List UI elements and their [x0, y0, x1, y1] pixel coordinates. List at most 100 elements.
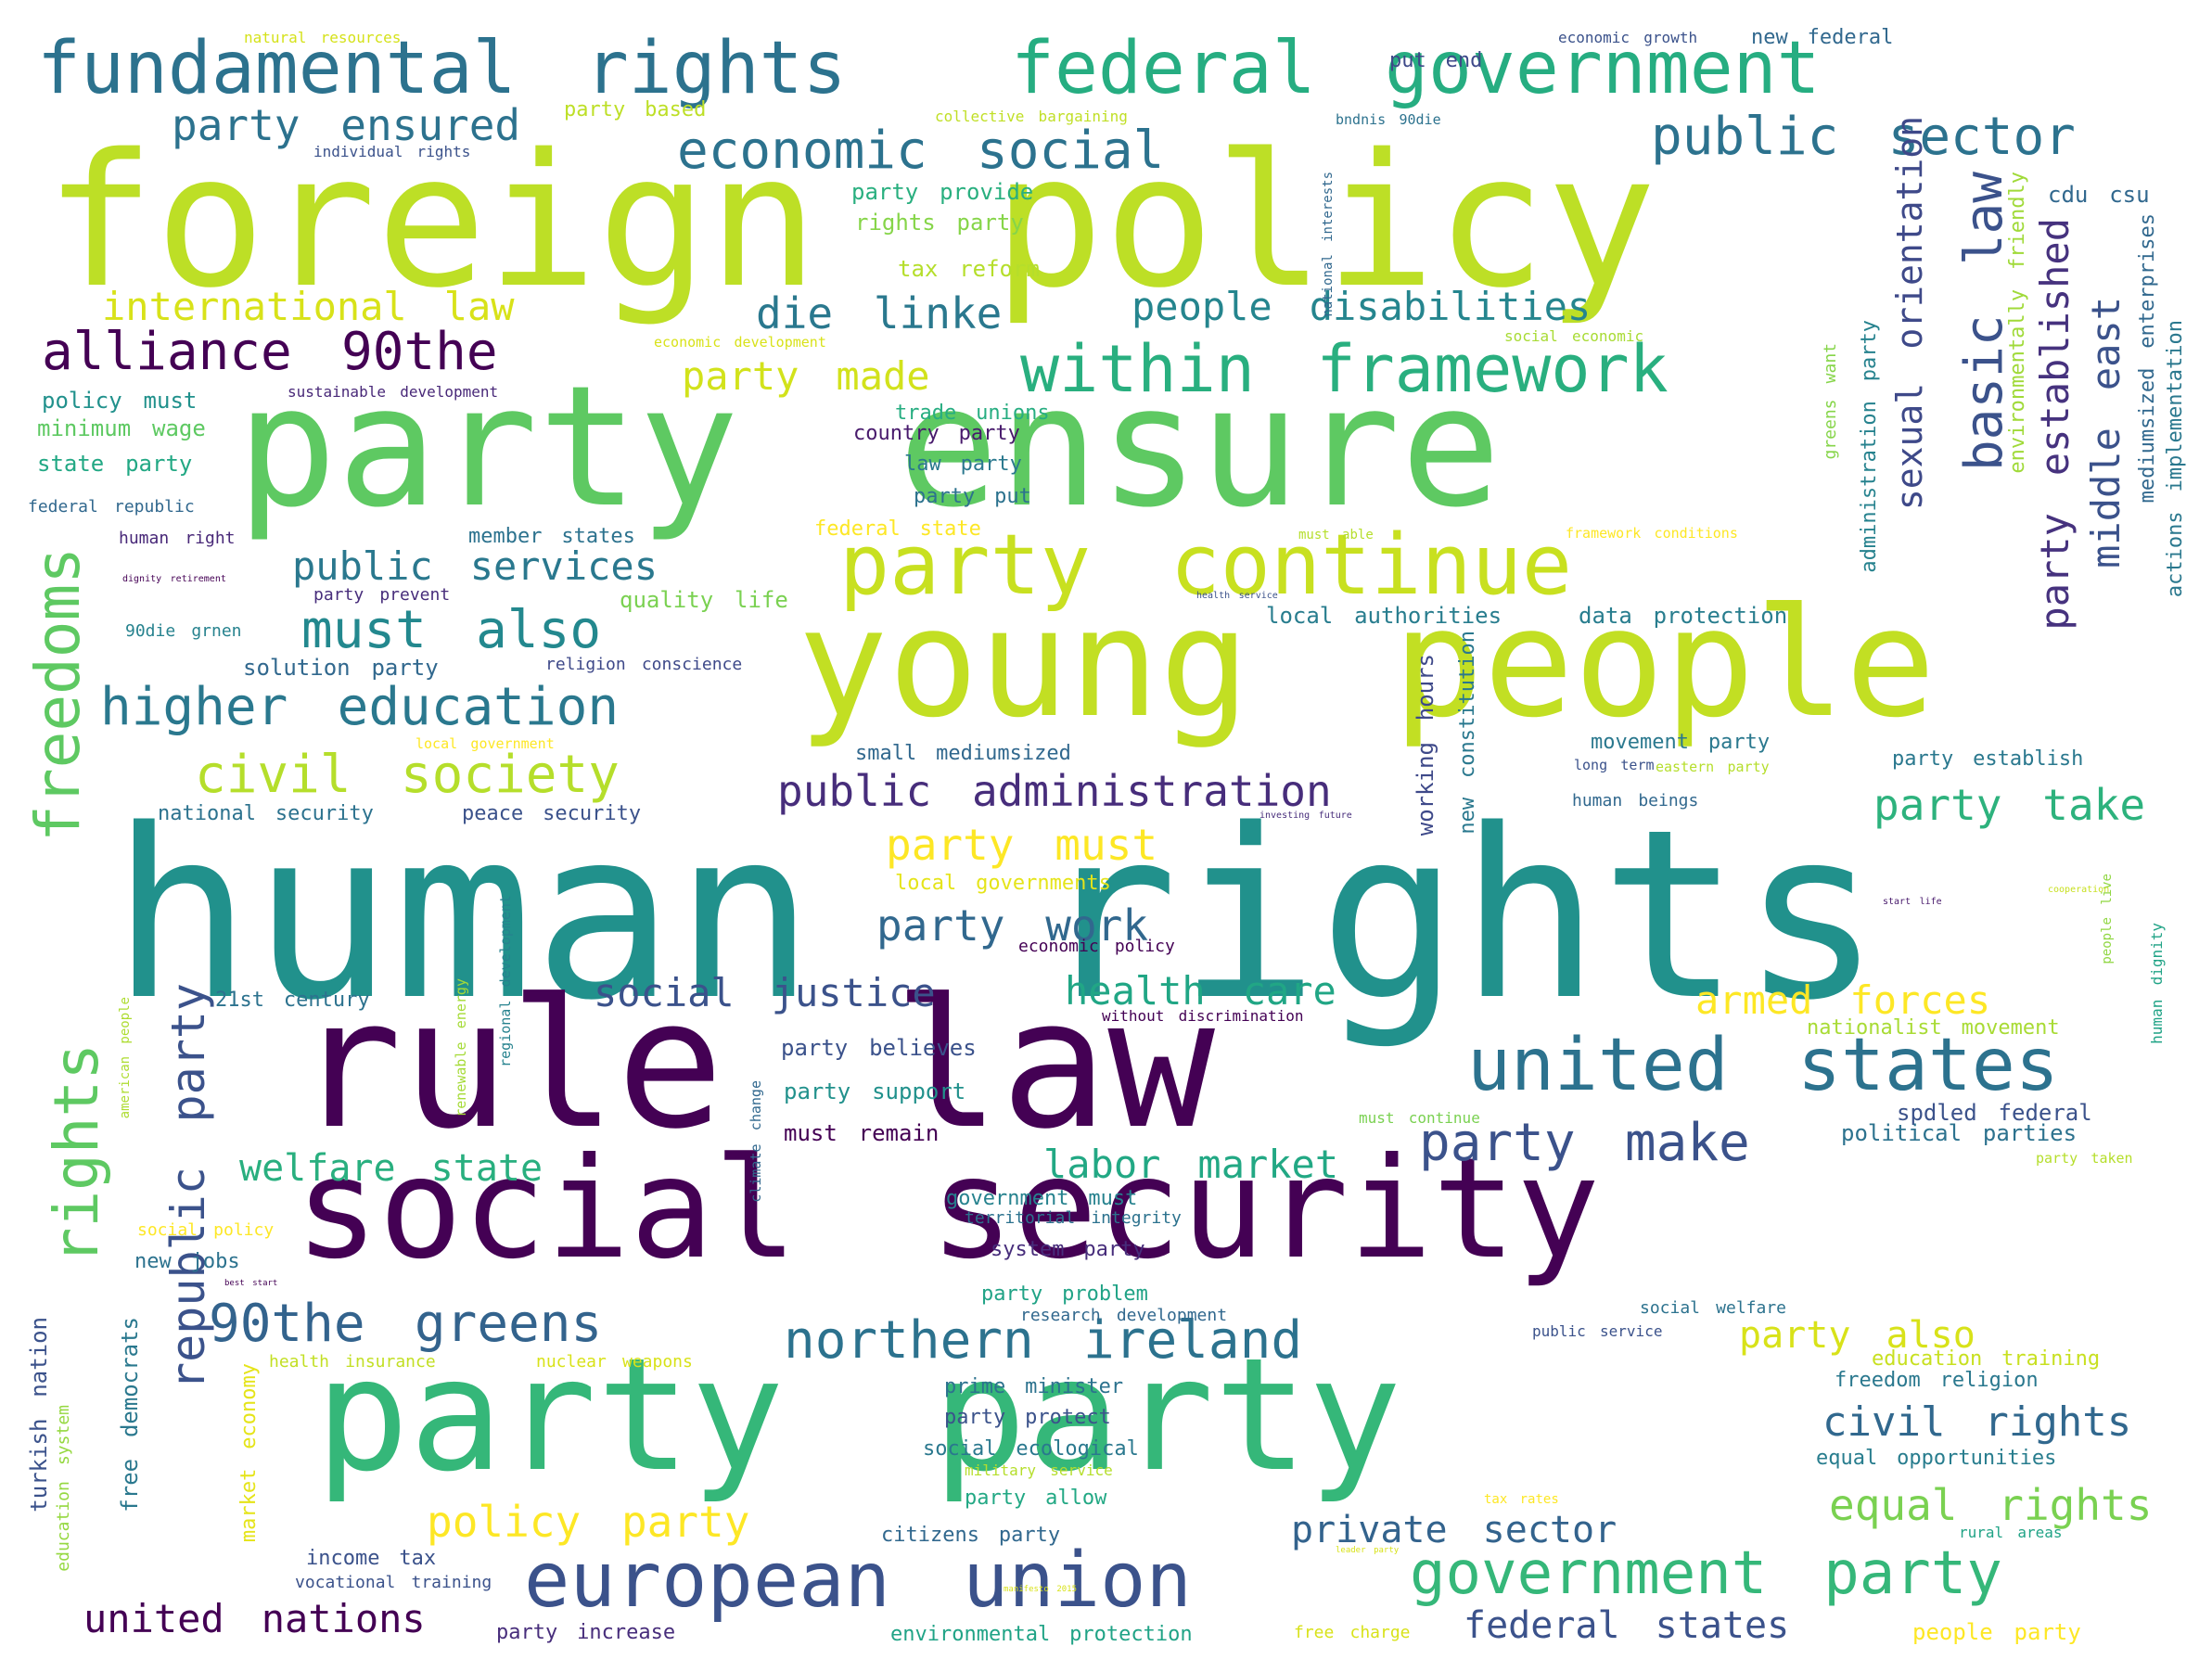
- word: party believes: [781, 1035, 977, 1061]
- word: public sector: [1651, 107, 2076, 167]
- word: law party: [904, 453, 1022, 476]
- word: bndnis 90die: [1336, 111, 1441, 128]
- word: solution party: [243, 655, 439, 681]
- word: freedoms: [22, 547, 94, 842]
- word: social ecological: [923, 1437, 1139, 1461]
- word: new federal: [1751, 26, 1894, 49]
- word: party must: [886, 820, 1158, 870]
- word: must also: [301, 600, 602, 660]
- word: national interests: [1321, 172, 1336, 317]
- word: 21st century: [215, 989, 370, 1012]
- word: vocational training: [295, 1573, 492, 1592]
- word: trade unions: [895, 402, 1050, 425]
- word: investing future: [1259, 810, 1352, 821]
- word: territorial integrity: [965, 1208, 1182, 1228]
- word: within framework: [1020, 331, 1669, 407]
- word: individual rights: [313, 143, 471, 160]
- word: party provide: [851, 179, 1034, 205]
- word: new constitution: [1456, 631, 1479, 835]
- word: people disabilities: [1132, 284, 1592, 329]
- word: cdu csu: [2048, 182, 2150, 208]
- word: political parties: [1841, 1120, 2078, 1146]
- word: 90die grnen: [125, 621, 242, 641]
- word: without discrimination: [1102, 1007, 1304, 1025]
- word: turkish nation: [26, 1317, 52, 1512]
- word: welfare state: [239, 1147, 543, 1190]
- word: movement party: [1591, 731, 1771, 754]
- word: social welfare: [1640, 1298, 1787, 1318]
- word: united nations: [83, 1596, 426, 1641]
- word: military service: [965, 1461, 1113, 1479]
- word: rights: [41, 1043, 112, 1265]
- word: spdled federal: [1897, 1100, 2092, 1126]
- word: member states: [468, 525, 635, 548]
- word: northern ireland: [784, 1310, 1303, 1371]
- word: dignity retirement: [122, 574, 226, 584]
- word: start life: [1883, 897, 1942, 907]
- word: 90the greens: [209, 1294, 603, 1354]
- word: party protect: [944, 1406, 1111, 1429]
- word: party party: [315, 1324, 1402, 1506]
- word: middle east: [2083, 297, 2129, 568]
- word: economic growth: [1558, 29, 1698, 46]
- word: citizens party: [881, 1524, 1061, 1547]
- word: rule law: [295, 962, 1215, 1168]
- word: human rights: [111, 780, 1882, 1052]
- word: party ensure: [237, 351, 1502, 544]
- word: die linke: [756, 288, 1003, 338]
- word: economic policy: [1018, 937, 1175, 956]
- word: human dignity: [2148, 923, 2166, 1044]
- word: private sector: [1291, 1509, 1617, 1551]
- word: party allow: [965, 1487, 1107, 1510]
- word: peace security: [462, 802, 642, 825]
- word: religion conscience: [545, 655, 743, 674]
- word: must remain: [784, 1120, 940, 1146]
- word: economic social: [677, 121, 1165, 181]
- word: economic development: [654, 334, 826, 351]
- word: market economy: [237, 1363, 261, 1543]
- word: republic party: [161, 983, 215, 1390]
- word: social economic: [1504, 327, 1644, 345]
- word: education system: [54, 1405, 73, 1572]
- word: data protection: [1579, 603, 1788, 629]
- word: foreign policy: [45, 114, 1657, 328]
- word: regional development: [497, 895, 514, 1067]
- word: fundamental rights: [37, 27, 847, 110]
- word: must able: [1298, 528, 1374, 542]
- word: freedom religion: [1835, 1369, 2039, 1392]
- word: sustainable development: [288, 383, 499, 401]
- word: party continue: [839, 517, 1573, 614]
- word: must continue: [1359, 1109, 1480, 1127]
- word: climate change: [748, 1080, 764, 1203]
- word: sexual orientation: [1889, 116, 1930, 511]
- word: public service: [1532, 1322, 1663, 1340]
- word: civil society: [195, 745, 620, 805]
- word: party establish: [1892, 747, 2084, 771]
- word: environmental protection: [890, 1623, 1193, 1646]
- word: basic law: [1954, 172, 2014, 472]
- word: young people: [798, 577, 1937, 751]
- word: framework conditions: [1566, 525, 1738, 542]
- word: nuclear weapons: [536, 1352, 693, 1372]
- word: policy must: [42, 388, 198, 414]
- word: federal states: [1464, 1604, 1790, 1647]
- word: public services: [292, 543, 658, 589]
- word: local governments: [895, 872, 1111, 895]
- word: people party: [1912, 1619, 2081, 1645]
- word: mediumsized enterprises: [2136, 213, 2159, 504]
- word: alliance 90the: [42, 322, 498, 382]
- word: health insurance: [269, 1352, 436, 1372]
- word: health service: [1196, 591, 1278, 601]
- word: country party: [853, 422, 1020, 445]
- word: rural areas: [1959, 1524, 2063, 1541]
- word: manifesto 2015: [1004, 1585, 1078, 1594]
- word: party increase: [496, 1621, 676, 1644]
- word: party taken: [2036, 1150, 2133, 1167]
- word: put end: [1389, 49, 1483, 72]
- word: equal rights: [1829, 1480, 2153, 1530]
- word: european union: [524, 1537, 1192, 1625]
- word: equal opportunities: [1816, 1447, 2057, 1470]
- word: new jobs: [134, 1250, 240, 1273]
- word: long term: [1574, 757, 1655, 773]
- word: working hours: [1413, 654, 1438, 836]
